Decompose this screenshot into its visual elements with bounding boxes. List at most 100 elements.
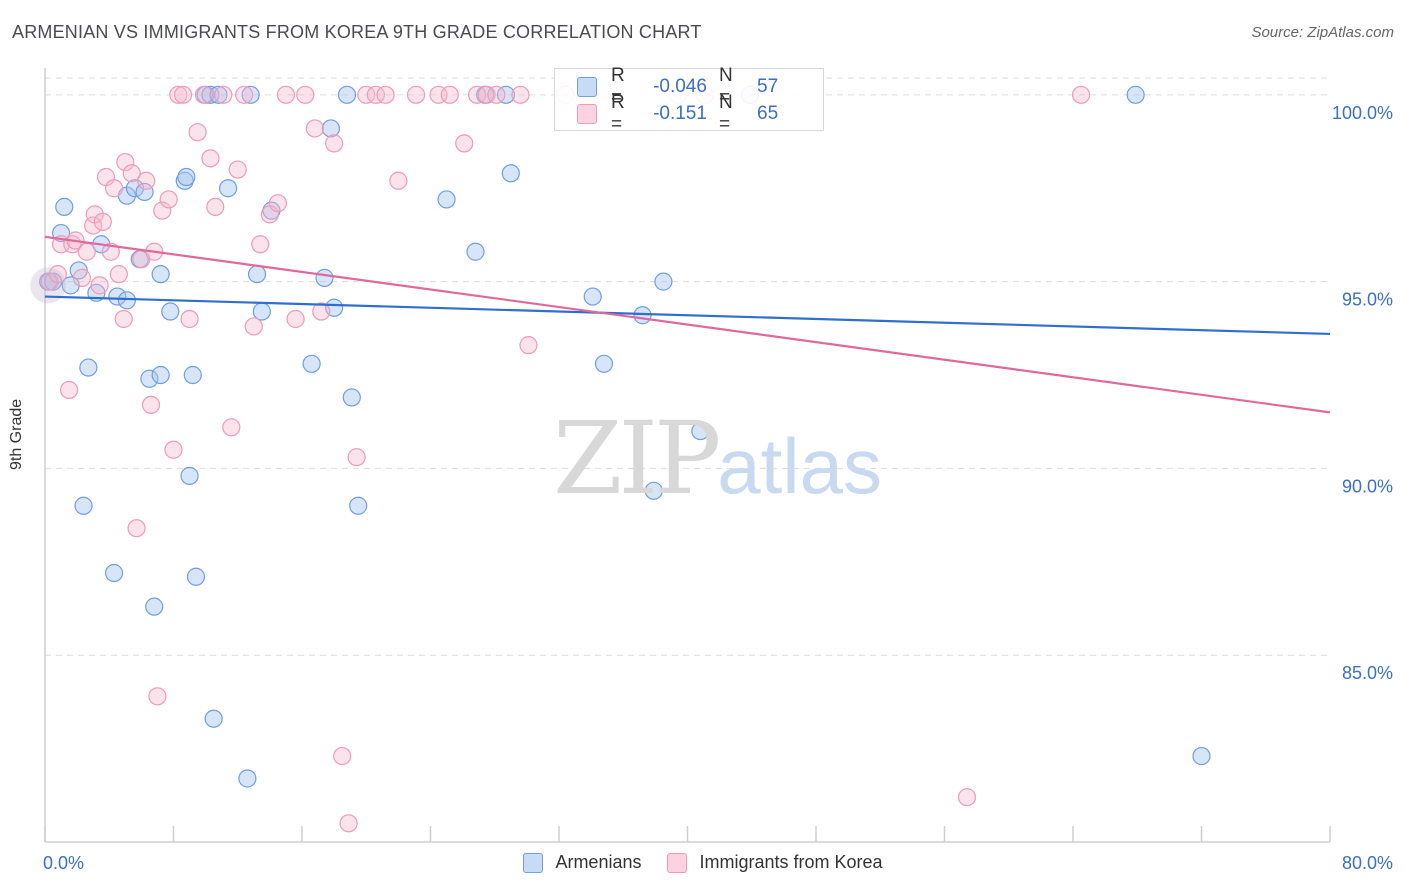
legend-item-armenians: Armenians bbox=[523, 852, 641, 873]
point-korea bbox=[104, 179, 124, 198]
point-korea bbox=[477, 85, 496, 104]
n-value: 65 bbox=[757, 103, 779, 124]
legend-swatch-armenians bbox=[523, 852, 544, 873]
point-korea bbox=[188, 123, 207, 142]
point-korea bbox=[511, 85, 530, 104]
point-korea bbox=[519, 336, 538, 355]
point-korea bbox=[487, 85, 506, 104]
point-korea bbox=[268, 194, 288, 213]
point-korea bbox=[59, 380, 79, 400]
point-armenians bbox=[145, 597, 164, 616]
point-armenians bbox=[437, 190, 456, 209]
point-armenians bbox=[74, 496, 93, 515]
r-label: R = bbox=[611, 92, 625, 135]
point-armenians bbox=[204, 709, 223, 728]
legend-swatch-korea bbox=[667, 852, 688, 873]
point-armenians bbox=[209, 85, 228, 104]
y-tick-label: 90.0% bbox=[1342, 476, 1393, 496]
point-korea bbox=[1071, 85, 1091, 104]
point-korea bbox=[366, 85, 385, 104]
point-korea bbox=[206, 197, 225, 217]
point-korea bbox=[153, 201, 172, 220]
point-armenians bbox=[315, 268, 334, 287]
point-korea bbox=[222, 418, 241, 437]
point-armenians bbox=[342, 388, 361, 407]
point-korea bbox=[228, 160, 247, 179]
legend-label-armenians: Armenians bbox=[555, 852, 642, 872]
r-value: -0.151 bbox=[653, 103, 707, 124]
series-legend: Armenians Immigrants from Korea bbox=[0, 852, 1406, 873]
point-armenians bbox=[633, 306, 652, 325]
tick-labels: 85.0% 90.0% 95.0% 100.0% 0.0% 80.0% bbox=[43, 103, 1393, 873]
point-cluster bbox=[30, 267, 67, 304]
point-korea bbox=[305, 119, 324, 138]
r-value: -0.046 bbox=[653, 76, 707, 97]
point-korea bbox=[164, 440, 183, 459]
y-tick-label: 100.0% bbox=[1332, 103, 1393, 123]
point-armenians bbox=[108, 287, 127, 306]
point-korea bbox=[180, 309, 199, 329]
point-korea bbox=[194, 85, 214, 104]
point-korea bbox=[114, 309, 133, 329]
trend-lines bbox=[44, 235, 1331, 414]
y-axis-title: 9th Grade bbox=[8, 398, 25, 470]
watermark: ZIPatlas bbox=[553, 400, 882, 517]
point-korea bbox=[109, 265, 128, 284]
axes bbox=[44, 68, 1331, 843]
point-armenians bbox=[104, 563, 124, 583]
point-armenians bbox=[140, 369, 159, 388]
point-korea bbox=[455, 134, 474, 153]
point-armenians bbox=[1126, 85, 1145, 104]
point-korea bbox=[127, 519, 146, 538]
point-korea bbox=[159, 190, 178, 209]
point-korea bbox=[116, 152, 135, 172]
point-armenians bbox=[180, 466, 199, 485]
point-korea bbox=[347, 448, 366, 467]
point-korea bbox=[169, 85, 188, 104]
point-armenians bbox=[55, 197, 74, 217]
trend-line-armenians bbox=[44, 295, 1331, 336]
point-korea bbox=[72, 268, 92, 287]
point-armenians bbox=[302, 354, 321, 373]
point-korea bbox=[333, 746, 352, 766]
point-korea bbox=[467, 85, 487, 104]
point-korea bbox=[235, 85, 254, 104]
point-korea bbox=[251, 235, 270, 254]
point-armenians bbox=[161, 302, 180, 321]
point-korea bbox=[376, 85, 395, 104]
watermark-zip: ZIP bbox=[553, 400, 721, 517]
y-tick-label: 85.0% bbox=[1342, 663, 1393, 683]
point-armenians bbox=[186, 567, 206, 586]
point-armenians bbox=[1192, 746, 1211, 766]
point-armenians bbox=[241, 85, 260, 104]
point-korea bbox=[357, 85, 376, 104]
n-label: N = bbox=[719, 92, 733, 135]
r-label: R = bbox=[611, 65, 625, 108]
point-armenians bbox=[238, 769, 257, 788]
point-korea bbox=[201, 149, 220, 168]
point-korea bbox=[214, 85, 233, 104]
point-korea bbox=[339, 814, 358, 833]
point-korea bbox=[406, 85, 426, 104]
point-armenians bbox=[151, 365, 170, 385]
point-armenians bbox=[219, 179, 238, 198]
point-armenians bbox=[501, 164, 520, 183]
point-armenians bbox=[644, 481, 663, 500]
point-armenians bbox=[466, 242, 485, 261]
point-korea bbox=[148, 687, 167, 706]
x-tick-label: 0.0% bbox=[43, 853, 84, 873]
point-armenians bbox=[321, 119, 341, 138]
point-armenians bbox=[654, 272, 673, 291]
chart-title: ARMENIAN VS IMMIGRANTS FROM KOREA 9TH GR… bbox=[12, 22, 702, 42]
stats-row-korea: R = -0.151 N = 65 bbox=[577, 92, 779, 135]
point-korea bbox=[101, 242, 120, 261]
legend-item-korea: Immigrants from Korea bbox=[667, 852, 883, 873]
point-armenians bbox=[252, 302, 271, 321]
point-korea bbox=[174, 85, 193, 104]
stats-row-armenians: R = -0.046 N = 57 bbox=[577, 65, 778, 108]
point-korea bbox=[122, 164, 141, 183]
point-armenians bbox=[583, 287, 602, 306]
trend-line-korea bbox=[44, 235, 1331, 414]
data-points bbox=[30, 85, 1211, 833]
